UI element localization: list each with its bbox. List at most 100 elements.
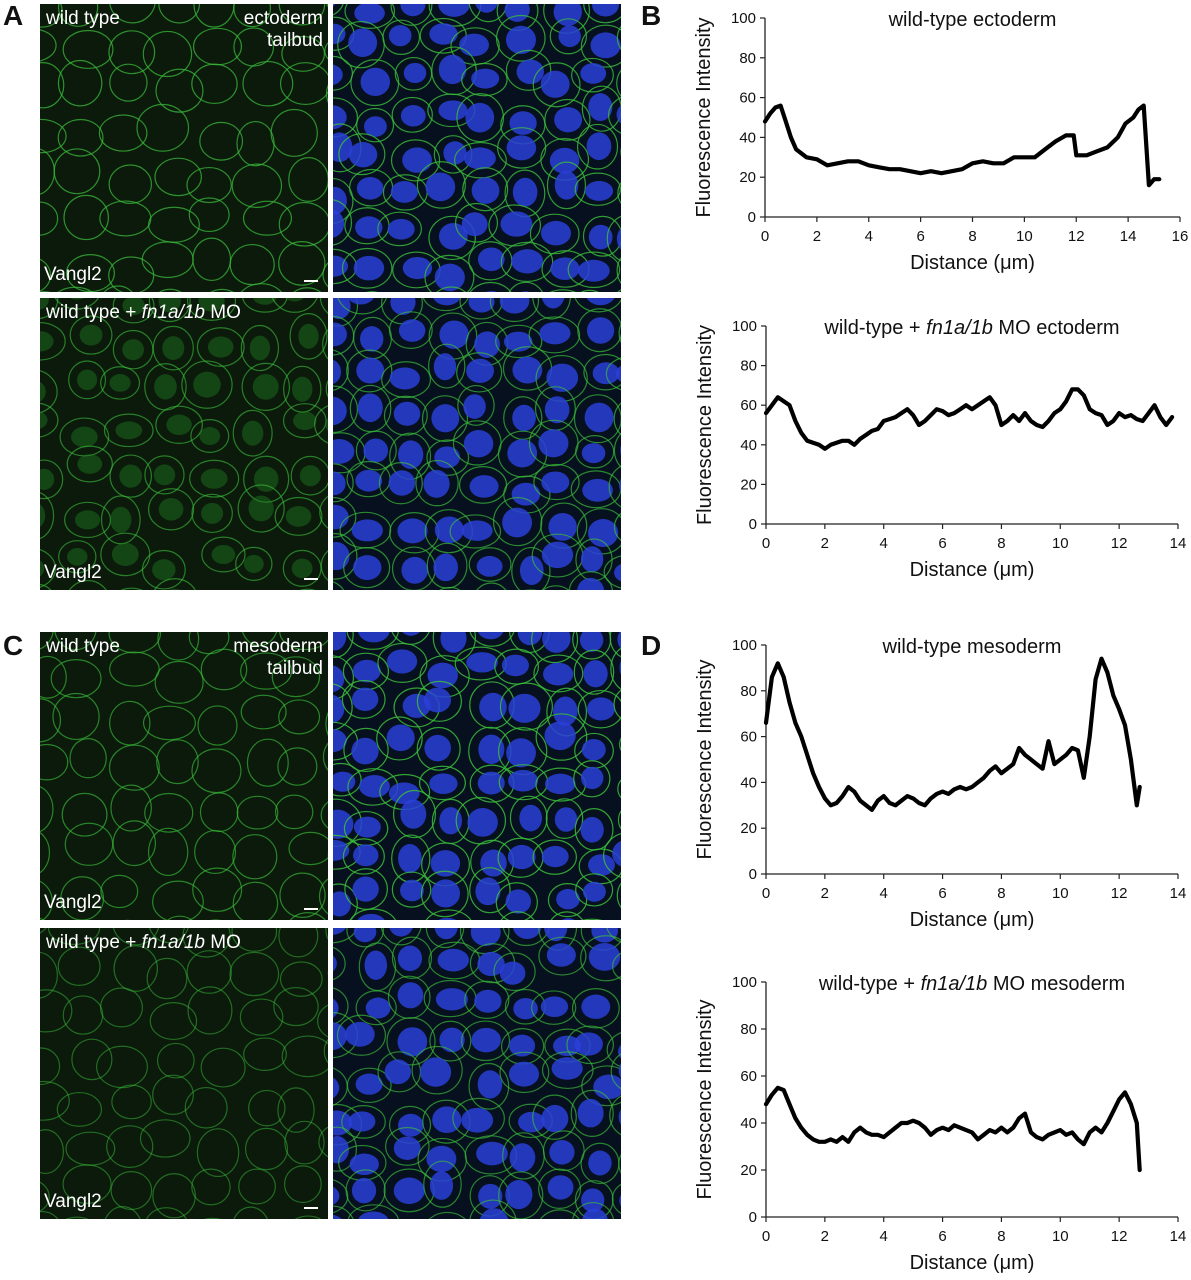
data-points [764, 104, 1161, 186]
chart-title: wild-type + fn1a/1b MO mesoderm [818, 973, 1125, 995]
data-point [1075, 154, 1078, 157]
y-tick-label: 80 [740, 1021, 757, 1038]
axes: 0 20 40 60 80 100 0 2 4 6 8 10 12 14 [732, 974, 1186, 1245]
data-point [836, 162, 839, 165]
data-point [1083, 777, 1085, 779]
data-point [1137, 108, 1140, 111]
data-point [790, 136, 792, 139]
data-points [765, 388, 1173, 450]
y-tick-label: 100 [732, 318, 757, 335]
data-points [765, 1086, 1141, 1171]
data-point [971, 408, 973, 410]
label-tissue: mesoderm tailbud [233, 636, 323, 679]
x-tick-label: 4 [865, 228, 873, 245]
data-point [965, 1129, 967, 1131]
data-point [918, 424, 920, 426]
data-point [947, 414, 950, 416]
data-point [930, 1133, 932, 1136]
data-point [794, 420, 797, 422]
data-point [994, 765, 997, 768]
x-tick-label: 0 [762, 1228, 770, 1245]
data-point [1158, 178, 1161, 180]
data-point [1018, 1117, 1020, 1120]
x-axis-label: Distance (μm) [910, 559, 1035, 581]
y-tick-label: 20 [740, 476, 757, 493]
axes: 0 20 40 60 80 100 0 2 4 6 8 10 12 14 16 [731, 10, 1188, 245]
data-point [818, 1141, 820, 1143]
title-part: wild-type + [823, 317, 926, 339]
data-point [1030, 420, 1032, 422]
data-point [959, 786, 962, 788]
y-tick-label: 60 [740, 729, 757, 746]
label-vangl2: Vangl2 [44, 1191, 102, 1212]
x-tick-label: 8 [997, 1228, 1005, 1245]
data-point [918, 802, 920, 804]
data-point [1030, 758, 1032, 761]
data-point [782, 400, 785, 403]
data-point [1106, 424, 1109, 426]
x-tick-label: 4 [880, 885, 888, 902]
data-point [782, 1089, 785, 1091]
data-point [1083, 1143, 1085, 1145]
data-point [877, 428, 879, 430]
micrograph-c-top-merge [333, 632, 621, 920]
y-axis-label: Fluorescence Intensity [694, 999, 716, 1199]
panel-letter-a: A [3, 0, 24, 31]
data-point [788, 701, 791, 704]
x-tick-label: 6 [916, 228, 924, 245]
data-point [965, 404, 967, 406]
data-point [912, 1119, 914, 1122]
data-point [882, 1136, 885, 1138]
data-point [971, 1131, 973, 1134]
y-tick-label: 40 [740, 437, 757, 454]
data-point [865, 804, 867, 807]
x-tick-label: 10 [1052, 535, 1069, 552]
x-tick-label: 14 [1170, 1228, 1187, 1245]
data-point [982, 1133, 985, 1136]
data-point [953, 412, 956, 414]
data-point [782, 676, 785, 678]
chart-d-top: 0 20 40 60 80 100 0 2 4 6 8 10 12 14 Distance (μm) Fluo… [680, 630, 1191, 945]
title-gene: fn1a/1b [921, 973, 988, 995]
data-point [1035, 1136, 1038, 1138]
data-point [947, 1129, 950, 1131]
panel-letter-c: C [3, 630, 24, 661]
data-point [899, 168, 901, 171]
scale-bar [304, 578, 318, 580]
data-point [900, 412, 903, 414]
data-point [806, 1133, 808, 1136]
data-point [1130, 758, 1132, 761]
y-tick-label: 60 [739, 90, 756, 107]
data-point [800, 735, 803, 738]
data-point [806, 440, 808, 442]
data-point [959, 408, 962, 410]
data-point [1013, 156, 1015, 159]
x-tick-label: 12 [1111, 885, 1128, 902]
y-tick-label: 20 [740, 820, 757, 837]
data-point [1106, 146, 1109, 149]
data-point [829, 804, 832, 807]
data-point [871, 1133, 873, 1136]
data-point [941, 410, 944, 412]
data-point [888, 418, 891, 420]
data-point [1118, 412, 1120, 414]
y-axis-label: Fluorescence Intensity [694, 659, 716, 859]
data-point [935, 408, 938, 410]
data-point [977, 404, 979, 406]
data-point [800, 432, 803, 434]
chart-b-top: 0 20 40 60 80 100 0 2 4 6 8 10 12 14 16 Distance (μm) Fl… [680, 0, 1191, 290]
data-point [988, 770, 991, 772]
data-point [1096, 150, 1098, 153]
data-point [1088, 735, 1091, 738]
data-point [1053, 412, 1056, 414]
data-point [776, 662, 779, 665]
data-point [947, 793, 950, 795]
data-point [941, 1126, 944, 1129]
data-point [1132, 116, 1135, 119]
data-point [1100, 657, 1103, 660]
label-wild-type-fn1a1b-mo: wild type + fn1a/1b MO [46, 932, 241, 953]
scale-bar [304, 280, 318, 282]
title-gene: fn1a/1b [926, 317, 993, 339]
chart-title: wild-type + fn1a/1b MO ectoderm [823, 317, 1119, 339]
data-point [1088, 1131, 1091, 1134]
